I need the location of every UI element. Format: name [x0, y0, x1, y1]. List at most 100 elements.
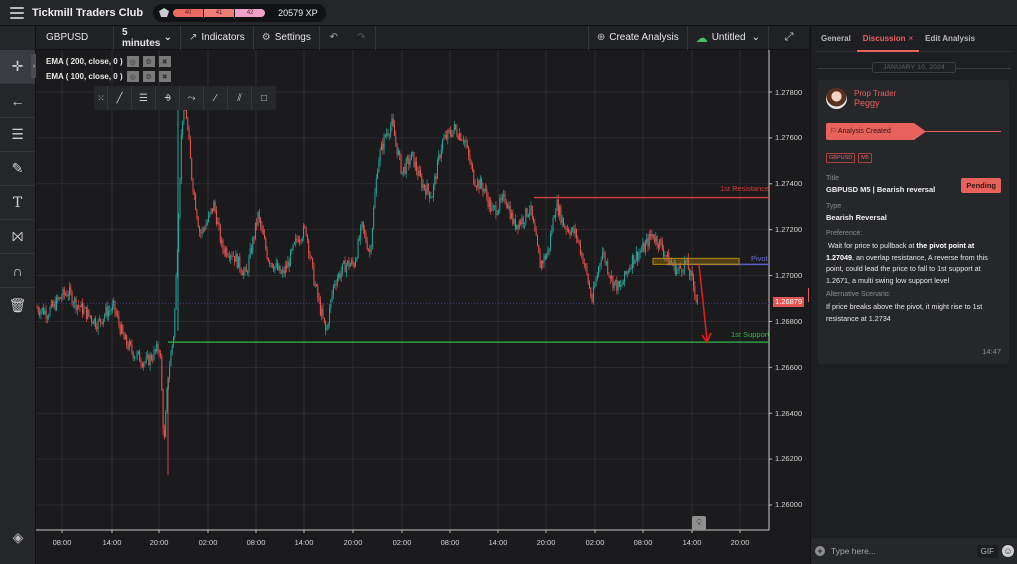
ray-icon: ∕: [214, 92, 217, 104]
fullscreen-icon: ⤢: [784, 31, 794, 43]
menu-icon[interactable]: [10, 6, 24, 19]
time-tick: 08:00: [52, 538, 72, 547]
brush-tool[interactable]: ✎: [0, 152, 35, 186]
message-input[interactable]: [831, 546, 977, 556]
gear-icon[interactable]: ⚙: [142, 71, 155, 82]
symbol-selector[interactable]: GBPUSD: [36, 25, 114, 50]
time-tick: 20:00: [730, 538, 750, 547]
parallel-lines-button[interactable]: ⫽: [228, 86, 252, 110]
gear-icon[interactable]: ⚙: [142, 56, 155, 67]
candlestick-plot[interactable]: [36, 50, 809, 564]
horizontal-line-tool[interactable]: ←: [0, 84, 35, 118]
path-button[interactable]: ⤳: [180, 86, 204, 110]
lightbulb-icon: ⚐: [830, 128, 837, 135]
path-icon: ⤳: [187, 92, 196, 104]
layers-button[interactable]: ◈: [0, 529, 36, 546]
redo-icon: ↷: [357, 32, 366, 43]
idea-button[interactable]: 💡︎: [692, 516, 706, 530]
channel-icon: ⨮: [164, 92, 171, 104]
title-label: Title: [826, 175, 839, 182]
redo-button[interactable]: ↷: [348, 25, 376, 50]
lightbulb-icon: 💡︎: [696, 518, 702, 527]
horizontal-line-icon: ←: [10, 92, 25, 109]
emoji-icon[interactable]: ☺: [1002, 545, 1014, 557]
status-badge: Pending: [961, 178, 1001, 193]
message-composer: + GIF ☺: [811, 538, 1017, 564]
gif-button[interactable]: GIF: [976, 544, 998, 558]
drawing-tools-sidebar: ✛ › ← ☰ ✎ T ⨝ ∩ 🗑︎ ◈: [0, 26, 37, 564]
fib-levels-tool[interactable]: ☰: [0, 118, 35, 152]
rectangle-button[interactable]: □: [252, 86, 276, 110]
support-label: 1st Support: [731, 330, 770, 339]
top-bar: Tickmill Traders Club 40 41 42 20579 XP: [0, 0, 1017, 26]
fullscreen-button[interactable]: ⤢: [769, 26, 809, 50]
price-tick: 1.26000: [775, 500, 803, 509]
layout-name: Untitled: [711, 32, 746, 43]
create-analysis-label: Create Analysis: [609, 32, 679, 43]
fib-button[interactable]: ☰: [132, 86, 156, 110]
plus-circle-icon: ⊕: [596, 32, 606, 43]
last-price-label: 1.26879: [773, 297, 805, 307]
trash-icon[interactable]: ✖: [158, 56, 171, 67]
crosshair-icon: ✛: [11, 58, 24, 74]
undo-button[interactable]: ↶: [320, 26, 348, 50]
pattern-tool[interactable]: ⨝: [0, 220, 35, 254]
indicator-label: EMA ( 200, close, 0 ): [46, 57, 123, 66]
analysis-card: Prop Trader Peggy ⚐ Analysis Created GBP…: [818, 80, 1009, 364]
expand-arrow-icon[interactable]: ›: [31, 54, 37, 78]
close-icon[interactable]: ×: [908, 33, 914, 43]
drag-handle-icon[interactable]: ⁙: [94, 86, 108, 110]
author: Prop Trader Peggy: [826, 88, 1001, 109]
chevron-down-icon: ⌄: [751, 32, 760, 43]
pivot-label: Pivot: [751, 254, 768, 263]
time-tick: 08:00: [440, 538, 460, 547]
interval-dropdown[interactable]: 5 minutes ⌄: [114, 25, 181, 50]
tab-general[interactable]: General: [821, 33, 851, 43]
price-tick: 1.27000: [775, 271, 803, 280]
time-tick: 02:00: [585, 538, 605, 547]
parallel-lines-icon: ⫽: [237, 92, 242, 104]
price-chart[interactable]: EMA ( 200, close, 0 ) ◎ ⚙ ✖ EMA ( 100, c…: [36, 50, 812, 564]
magnet-tool[interactable]: ∩: [0, 254, 35, 288]
delete-drawings-tool[interactable]: 🗑︎: [0, 288, 35, 322]
analysis-created-tag: ⚐ Analysis Created: [826, 123, 926, 140]
trash-icon[interactable]: ✖: [158, 71, 171, 82]
time-tick: 14:00: [294, 538, 314, 547]
preference-text-highlight: the pivot point at 1.27049: [826, 241, 975, 262]
tab-discussion[interactable]: Discussion ×: [856, 26, 920, 52]
undo-icon: ↶: [329, 32, 339, 43]
preference-text: Wait for price to pullback at the pivot …: [826, 240, 1001, 286]
time-tick: 08:00: [246, 538, 266, 547]
visibility-toggle-icon[interactable]: ◎: [126, 71, 139, 82]
indicators-button[interactable]: ↗ Indicators: [181, 25, 254, 50]
tag-chips: GBPUSD M5: [826, 153, 1001, 163]
trendline-button[interactable]: ╱: [108, 86, 132, 110]
fib-levels-icon: ☰: [11, 126, 24, 142]
crosshair-tool[interactable]: ✛ ›: [0, 50, 37, 84]
author-name[interactable]: Peggy: [854, 98, 880, 108]
interval-label: 5 minutes: [122, 26, 161, 49]
settings-button[interactable]: ⚙ Settings: [254, 25, 320, 50]
ray-button[interactable]: ∕: [204, 86, 228, 110]
time-tick: 14:00: [682, 538, 702, 547]
title-value: GBPUSD M5 | Bearish reversal: [826, 185, 936, 194]
type-label: Type: [826, 203, 842, 210]
indicators-label: Indicators: [201, 32, 245, 43]
attach-plus-icon[interactable]: +: [815, 546, 825, 556]
symbol-chip: GBPUSD: [826, 153, 856, 163]
tab-edit-analysis[interactable]: Edit Analysis: [925, 33, 976, 43]
text-tool[interactable]: T: [0, 186, 35, 220]
price-tick: 1.27400: [775, 179, 803, 188]
brush-icon: ✎: [11, 160, 24, 176]
cloud-check-icon: ☁: [695, 30, 708, 45]
xp-progress[interactable]: 40 41 42 20579 XP: [153, 3, 326, 22]
chart-line-icon: ↗: [189, 32, 198, 43]
time-tick: 14:00: [102, 538, 122, 547]
channel-button[interactable]: ⨮: [156, 86, 180, 110]
create-analysis-button[interactable]: ⊕ Create Analysis: [589, 25, 688, 50]
layers-icon: ◈: [12, 529, 24, 545]
visibility-toggle-icon[interactable]: ◎: [126, 56, 139, 67]
price-tick: 1.27600: [775, 133, 803, 142]
layout-dropdown[interactable]: ☁ Untitled ⌄: [688, 25, 769, 50]
avatar[interactable]: [826, 88, 847, 109]
